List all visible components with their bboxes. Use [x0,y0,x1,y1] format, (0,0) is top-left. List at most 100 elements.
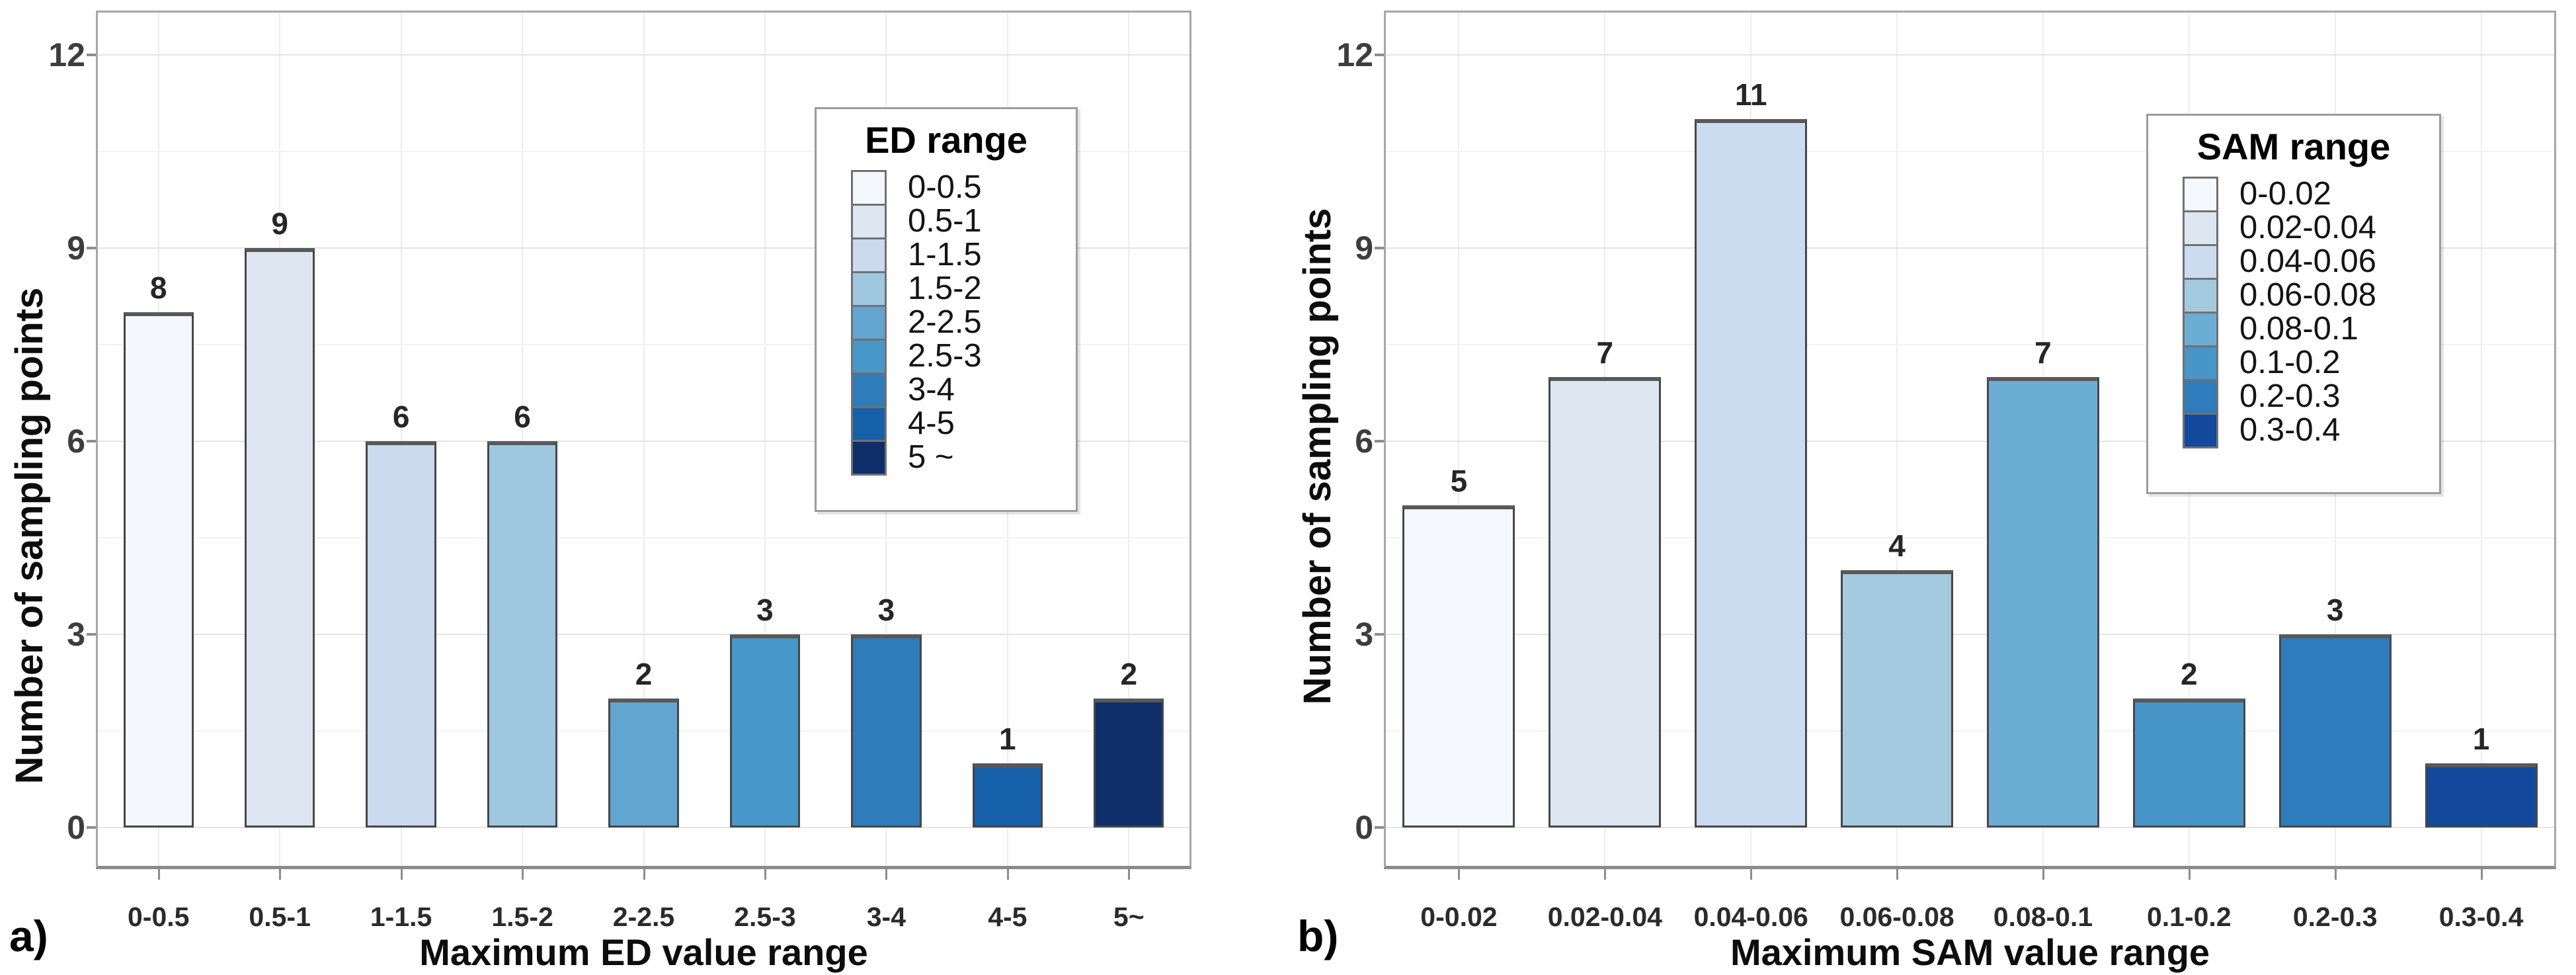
x-tick-mark [1128,869,1131,880]
y-tick-label: 0 [1355,809,1373,846]
panel-letter-a: a) [9,911,48,960]
x-tick-label: 3-4 [866,902,906,932]
x-tick-mark [1750,869,1753,880]
bar [244,248,315,827]
x-tick-mark [279,869,282,880]
legend-entry: 4-5 [851,405,1076,442]
x-tick-label: 1.5-2 [491,902,553,932]
vertical-gridline [400,13,402,866]
bar [2425,763,2538,827]
legend-color-swatch [2183,311,2218,347]
legend-entry-label: 1.5-2 [908,271,982,307]
legend: ED range 0-0.5 0.5-1 1-1.5 1.5-2 2-2.5 2.5-3 3-… [815,107,1078,512]
y-tick-label: 12 [1336,36,1373,73]
legend-entry: 0.2-0.3 [2183,378,2439,415]
x-tick-mark [2188,869,2191,880]
legend-color-swatch [851,405,887,442]
legend-entry: 1-1.5 [851,237,1076,273]
minor-gridline [1386,151,2554,152]
major-gridline [98,441,1189,442]
bar-value-label: 6 [392,400,410,434]
x-tick-label: 0.2-0.3 [2292,902,2378,932]
y-tick-mark [87,247,96,249]
bar [2132,699,2245,827]
legend-entry-label: 5 ~ [908,439,954,476]
legend-color-swatch [2183,378,2218,415]
major-gridline [1386,247,2554,249]
bar-value-label: 4 [1888,528,1906,563]
major-gridline [98,247,1189,249]
bar [972,763,1043,827]
legend-entry: 0.06-0.08 [2183,277,2439,314]
bar [1094,699,1164,827]
legend: SAM range 0-0.02 0.02-0.04 0.04-0.06 0.06-0.… [2146,114,2441,494]
legend-entry-label: 0.2-0.3 [2239,378,2341,415]
bar [1986,376,2099,827]
x-tick-label: 0.08-0.1 [1993,902,2093,932]
legend-entry-label: 0.04-0.06 [2239,243,2377,280]
legend-color-swatch [851,439,887,476]
major-gridline [1386,634,2554,635]
legend-color-swatch [851,338,887,374]
legend-entry: 5 ~ [851,439,1076,476]
legend-entry-label: 0.3-0.4 [2239,412,2341,448]
x-tick-mark [1604,869,1607,880]
x-tick-label: 0-0.02 [1420,902,1498,932]
vertical-gridline [1458,13,1460,866]
x-tick-mark [643,869,645,880]
bar-value-label: 6 [514,400,531,434]
legend-entry: 3-4 [851,372,1076,408]
x-tick-mark [2480,869,2483,880]
y-tick-label: 9 [1355,230,1373,267]
legend-color-swatch [2183,176,2218,212]
x-tick-label: 2.5-3 [734,902,796,932]
x-tick-label: 0.1-0.2 [2146,902,2232,932]
legend-color-swatch [851,372,887,408]
legend-entry: 2.5-3 [851,338,1076,374]
bar [608,699,679,827]
vertical-gridline [643,13,645,866]
legend-color-swatch [2183,412,2218,448]
bar-value-label: 2 [1120,657,1138,692]
legend-color-swatch [2183,277,2218,314]
legend-entry: 2-2.5 [851,304,1076,341]
y-tick-mark [87,440,96,443]
plot-area-b: 5 7 11 4 7 2 3 1 [1384,11,2556,869]
x-tick-mark [157,869,160,880]
legend-color-swatch [851,237,887,273]
y-tick-mark [1375,54,1384,56]
major-gridline [98,634,1189,635]
x-tick-label: 4-5 [988,902,1027,932]
legend-entries: 0-0.02 0.02-0.04 0.04-0.06 0.06-0.08 0.08-0.… [2148,167,2439,448]
x-tick-mark [1006,869,1009,880]
major-gridline [1386,54,2554,56]
minor-gridline [1386,537,2554,538]
bar [1402,505,1515,827]
minor-gridline [98,151,1189,152]
legend-entry: 0.08-0.1 [2183,311,2439,347]
minor-gridline [98,344,1189,345]
vertical-gridline [1128,13,1130,866]
legend-color-swatch [2183,345,2218,381]
x-tick-mark [1458,869,1461,880]
bar [851,634,922,827]
bar-value-label: 3 [877,593,895,627]
legend-entry-label: 0.08-0.1 [2239,311,2358,347]
x-tick-mark [885,869,888,880]
bar-value-label: 2 [635,657,653,692]
major-gridline [1386,441,2554,442]
legend-entry: 0-0.5 [851,169,1076,206]
legend-entry: 1.5-2 [851,271,1076,307]
legend-entries: 0-0.5 0.5-1 1-1.5 1.5-2 2-2.5 2.5-3 3-4 4-5 5 ~ [817,161,1076,476]
legend-entry-label: 2.5-3 [908,338,982,374]
legend-entry: 0.02-0.04 [2183,210,2439,246]
bar [366,441,436,827]
legend-color-swatch [2183,210,2218,246]
panel-b: Number of sampling points 5 7 11 4 7 2 3 1 Maxi… [1288,0,2576,975]
legend-color-swatch [851,203,887,239]
legend-color-swatch [851,271,887,307]
y-tick-label: 3 [1355,616,1373,653]
minor-gridline [1386,730,2554,732]
legend-entry: 0.1-0.2 [2183,345,2439,381]
y-tick-label: 6 [1355,423,1373,460]
